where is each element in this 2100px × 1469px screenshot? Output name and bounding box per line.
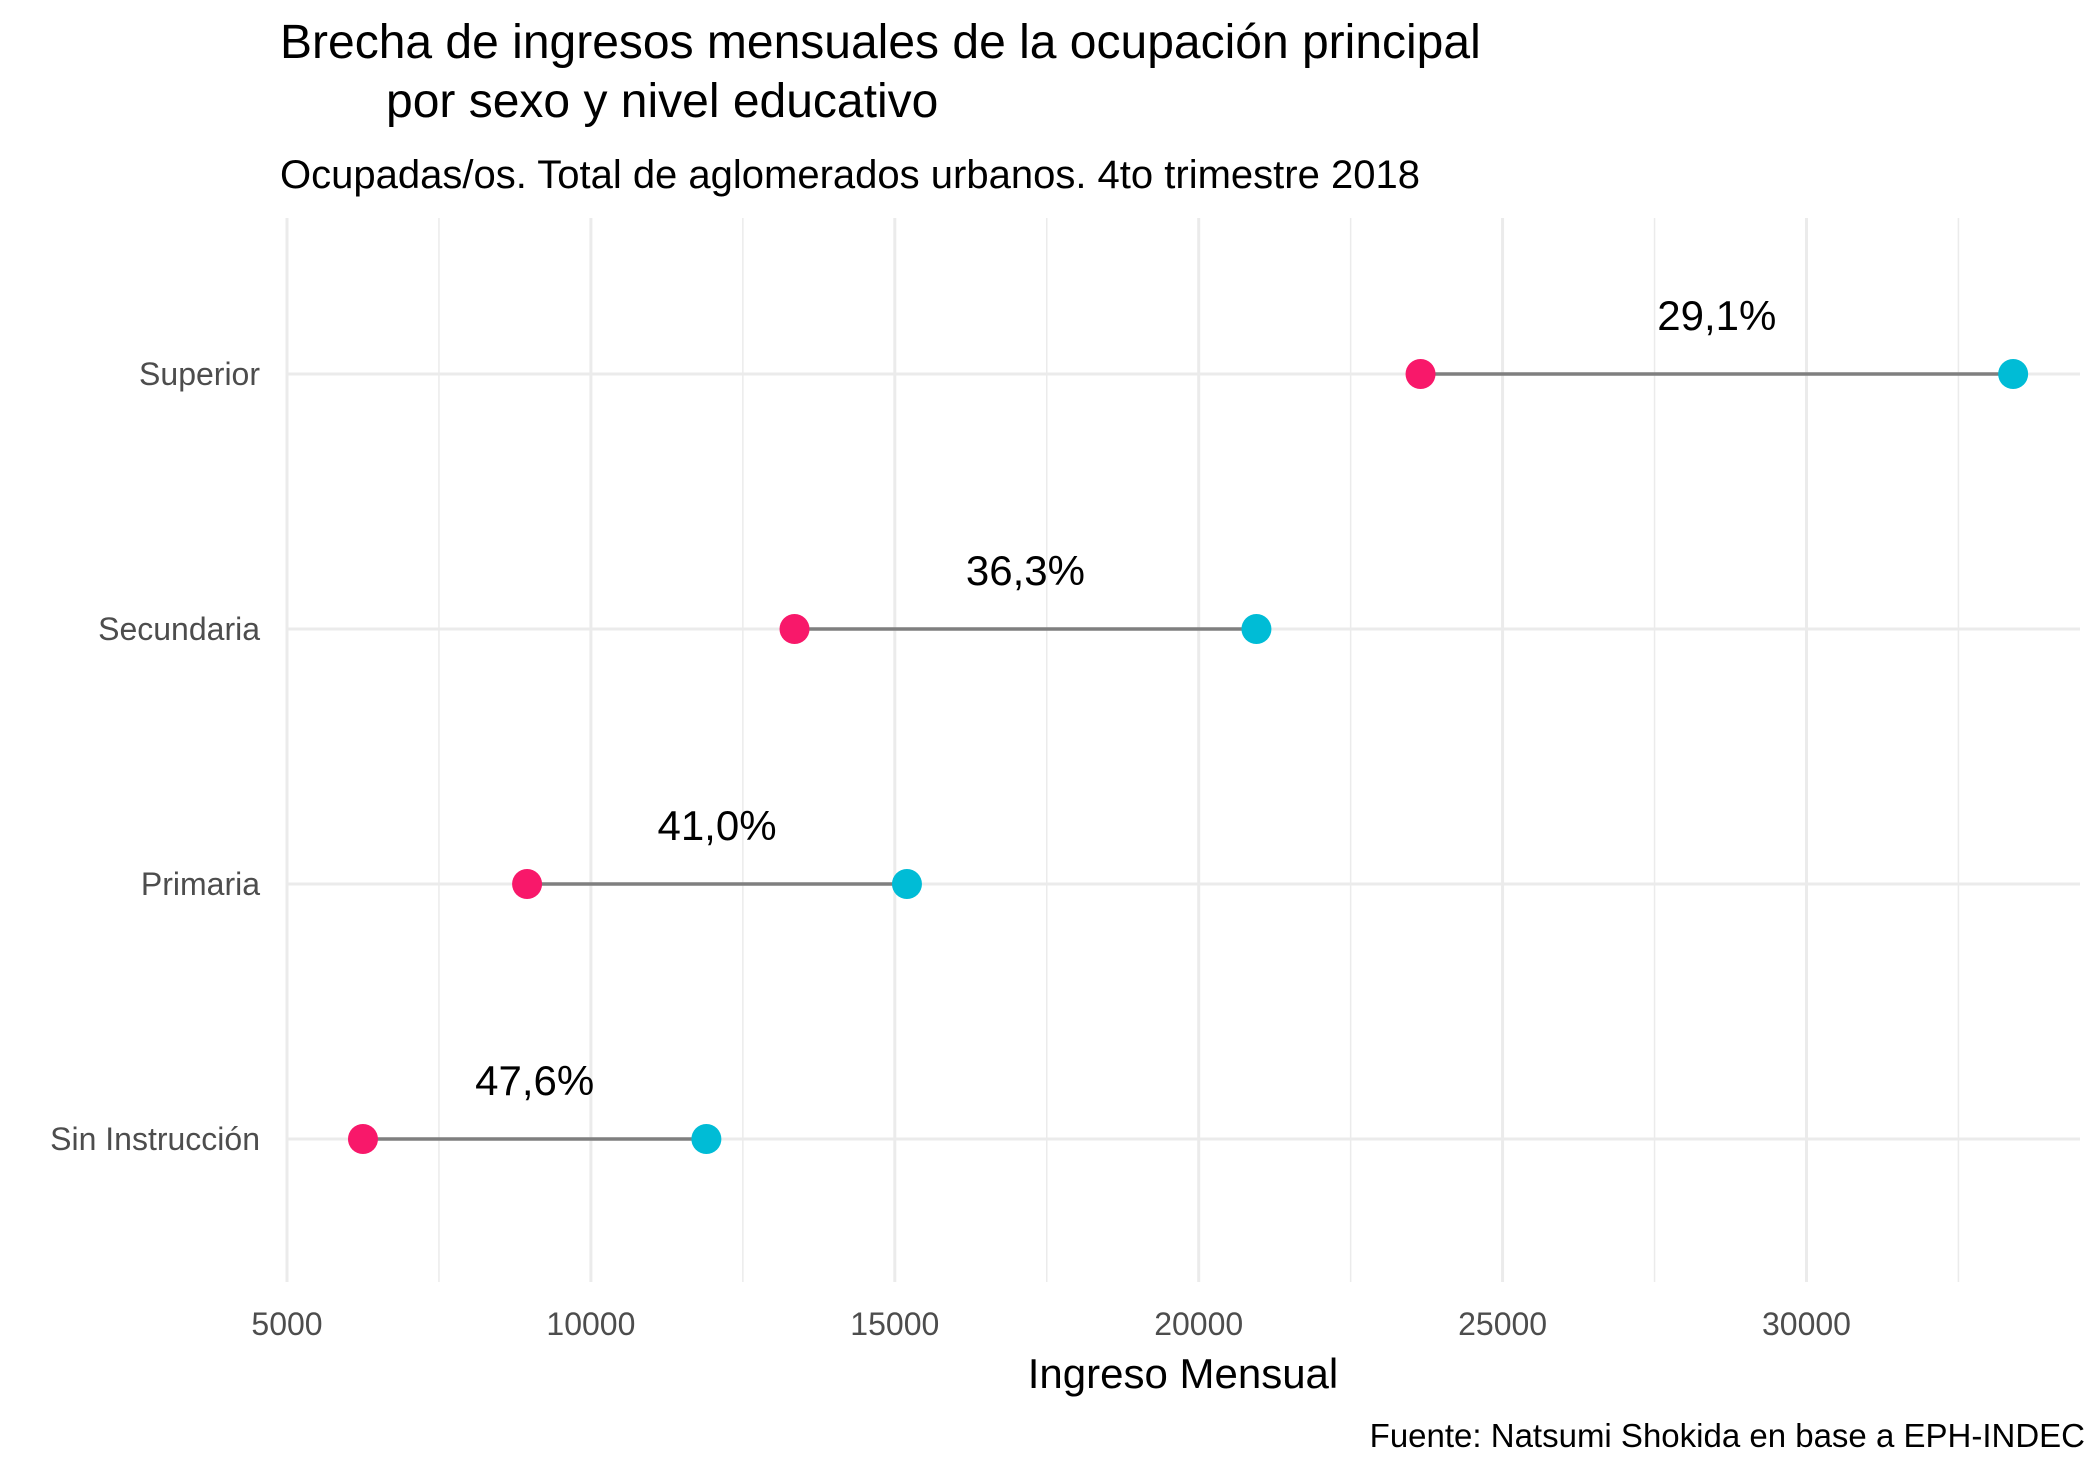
chart-title-line-1: Brecha de ingresos mensuales de la ocupa…	[280, 16, 1481, 69]
high-value-point	[1998, 359, 2029, 389]
x-axis-title: Ingreso Mensual	[1028, 1350, 1339, 1397]
gap-percentage-label: 29,1%	[1657, 292, 1776, 339]
x-tick-label: 15000	[850, 1306, 939, 1342]
high-value-point	[1241, 614, 1272, 644]
x-tick-label: 25000	[1458, 1306, 1547, 1342]
y-tick-label: Secundaria	[98, 611, 260, 647]
gap-percentage-label: 47,6%	[475, 1057, 594, 1104]
x-tick-label: 30000	[1762, 1306, 1851, 1342]
y-tick-label: Superior	[139, 356, 260, 392]
high-value-point	[691, 1124, 722, 1154]
gap-percentage-label: 36,3%	[966, 547, 1085, 594]
chart-caption: Fuente: Natsumi Shokida en base a EPH-IN…	[1370, 1417, 2085, 1454]
x-tick-label: 10000	[546, 1306, 635, 1342]
y-axis-tick-labels: Superior Secundaria Primaria Sin Instrucció…	[50, 356, 260, 1157]
x-axis-tick-labels: 5000 10000 15000 20000 25000 30000	[251, 1306, 1851, 1342]
x-tick-label: 20000	[1154, 1306, 1243, 1342]
gap-percentage-label: 41,0%	[657, 802, 776, 849]
y-tick-label: Primaria	[141, 866, 260, 902]
y-tick-label: Sin Instrucción	[50, 1121, 260, 1157]
chart-subtitle: Ocupadas/os. Total de aglomerados urbano…	[280, 153, 1420, 197]
low-value-point	[1405, 359, 1436, 389]
low-value-point	[779, 614, 810, 644]
x-tick-label: 5000	[251, 1306, 322, 1342]
high-value-point	[891, 869, 922, 899]
dumbbell-marks: 29,1% 36,3% 41,0% 47,6%	[347, 292, 2029, 1154]
low-value-point	[512, 869, 543, 899]
low-value-point	[347, 1124, 378, 1154]
chart-title-line-2: por sexo y nivel educativo	[386, 75, 938, 128]
grid-lines	[285, 218, 2080, 1282]
